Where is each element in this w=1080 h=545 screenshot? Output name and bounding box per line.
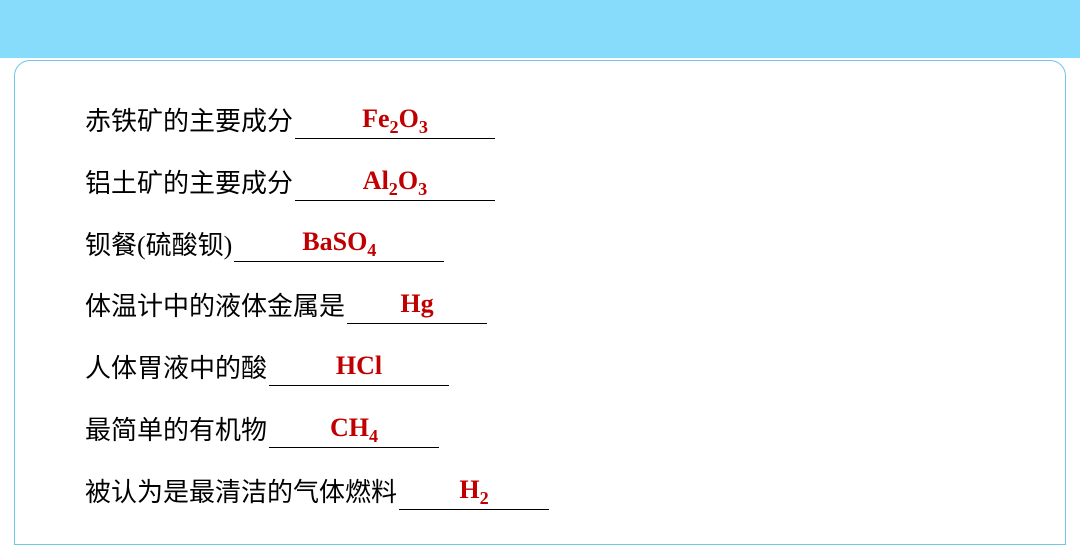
content-card: 赤铁矿的主要成分 Fe2O3 铝土矿的主要成分 Al2O3 钡餐(硫酸钡) BaSO4 体温…	[14, 60, 1066, 545]
answer-formula: BaSO4	[302, 229, 376, 255]
question-row: 人体胃液中的酸 HCl	[85, 352, 1065, 386]
prompt-text: 铝土矿的主要成分	[85, 167, 293, 201]
question-row: 最简单的有机物 CH4	[85, 414, 1065, 448]
question-row: 被认为是最清洁的气体燃料 H2	[85, 476, 1065, 510]
answer-formula: Fe2O3	[362, 106, 428, 132]
answer-blank: CH4	[269, 416, 439, 448]
prompt-text: 赤铁矿的主要成分	[85, 105, 293, 139]
answer-formula: HCl	[336, 353, 382, 379]
answer-formula: CH4	[330, 415, 378, 441]
question-row: 铝土矿的主要成分 Al2O3	[85, 167, 1065, 201]
answer-formula: Al2O3	[363, 168, 427, 194]
prompt-text: 人体胃液中的酸	[85, 352, 267, 386]
answer-blank: HCl	[269, 354, 449, 386]
prompt-text: 体温计中的液体金属是	[85, 290, 345, 324]
prompt-text: 钡餐(硫酸钡)	[85, 229, 232, 263]
question-row: 赤铁矿的主要成分 Fe2O3	[85, 105, 1065, 139]
prompt-text: 最简单的有机物	[85, 414, 267, 448]
answer-blank: Fe2O3	[295, 107, 495, 139]
answer-formula: H2	[459, 477, 488, 503]
answer-blank: Al2O3	[295, 169, 495, 201]
prompt-text: 被认为是最清洁的气体燃料	[85, 476, 397, 510]
answer-blank: Hg	[347, 292, 487, 324]
question-row: 体温计中的液体金属是 Hg	[85, 290, 1065, 324]
answer-blank: BaSO4	[234, 230, 444, 262]
top-bar	[0, 0, 1080, 58]
question-row: 钡餐(硫酸钡) BaSO4	[85, 229, 1065, 263]
answer-formula: Hg	[400, 291, 433, 317]
answer-blank: H2	[399, 478, 549, 510]
